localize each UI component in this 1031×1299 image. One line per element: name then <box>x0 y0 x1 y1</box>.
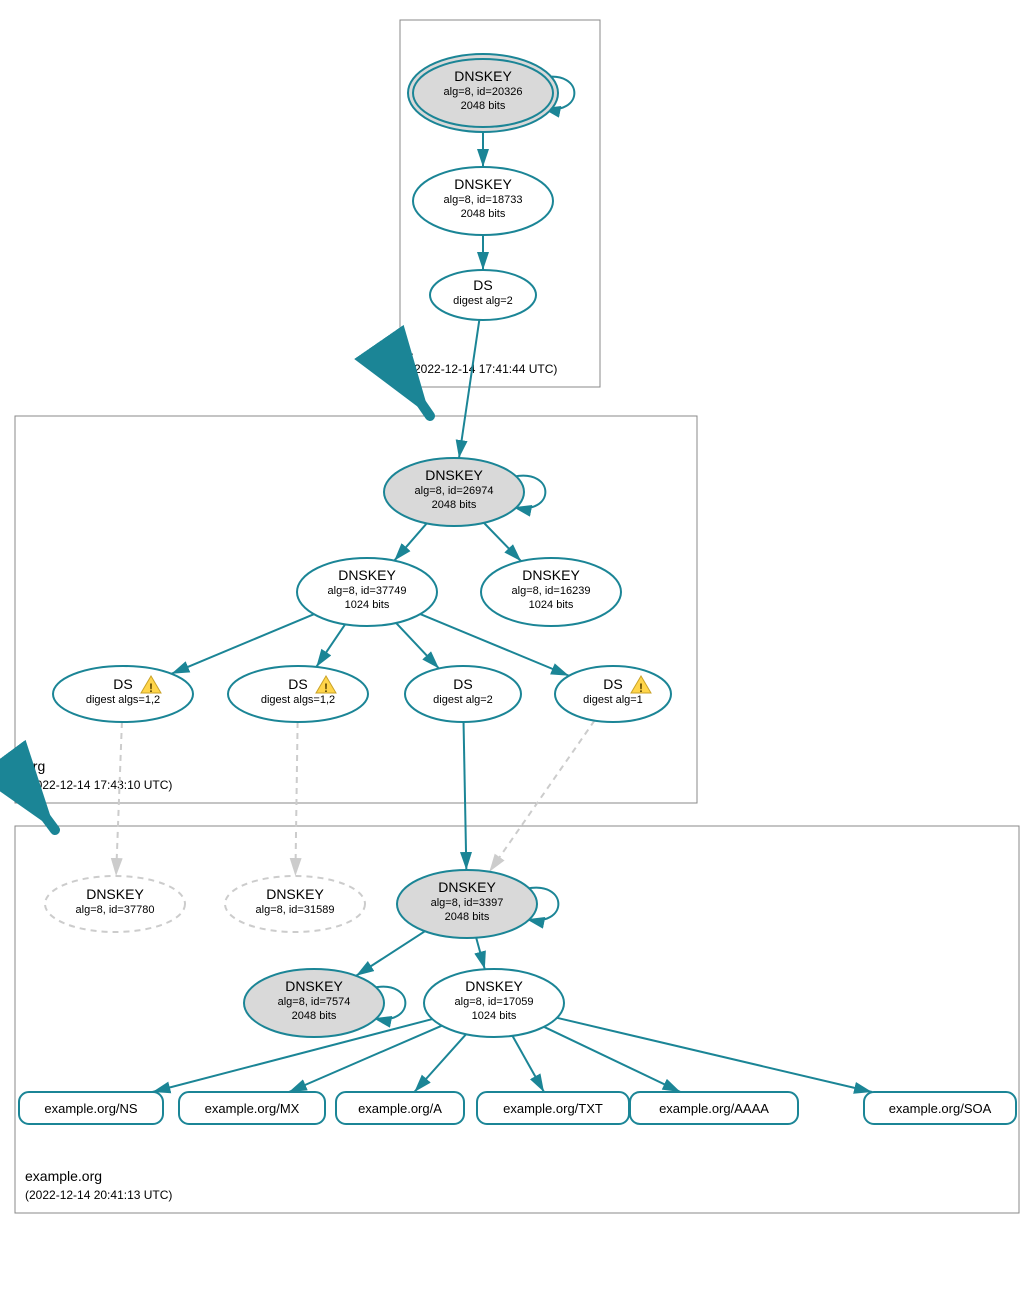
node-subtitle: 2048 bits <box>292 1010 337 1022</box>
edge <box>414 1034 466 1092</box>
node-subtitle: 1024 bits <box>472 1010 517 1022</box>
node-subtitle: 2048 bits <box>445 911 490 923</box>
node-subtitle: digest algs=1,2 <box>86 694 160 706</box>
node-org_zsk2: DNSKEY alg=8, id=16239 1024 bits <box>481 558 621 626</box>
warning-mark: ! <box>639 681 643 695</box>
node-subtitle: alg=8, id=37780 <box>76 904 155 916</box>
zone-timestamp: (2022-12-14 20:41:13 UTC) <box>25 1188 172 1202</box>
edge <box>396 623 439 669</box>
node-rr_txt: example.org/TXT <box>477 1092 629 1124</box>
node-title: DNSKEY <box>454 176 512 192</box>
node-title: DNSKEY <box>438 879 496 895</box>
zone-label: org <box>25 758 45 774</box>
node-subtitle: alg=8, id=17059 <box>455 996 534 1008</box>
edge <box>489 721 594 872</box>
node-title: DS <box>603 676 622 692</box>
node-title: DS <box>288 676 307 692</box>
node-subtitle: digest alg=2 <box>453 295 513 307</box>
node-subtitle: alg=8, id=3397 <box>431 897 504 909</box>
node-title: DNSKEY <box>425 467 483 483</box>
record-label: example.org/AAAA <box>659 1101 769 1116</box>
node-title: DNSKEY <box>285 978 343 994</box>
node-subtitle: alg=8, id=31589 <box>256 904 335 916</box>
node-title: DS <box>453 676 472 692</box>
zone-arrow <box>410 387 430 416</box>
node-title: DS <box>473 277 492 293</box>
node-ex_ksk: DNSKEY alg=8, id=3397 2048 bits <box>397 870 537 938</box>
record-label: example.org/MX <box>205 1101 300 1116</box>
node-subtitle: 1024 bits <box>345 599 390 611</box>
record-label: example.org/NS <box>44 1101 138 1116</box>
node-title: DS <box>113 676 132 692</box>
node-root_ksk: DNSKEY alg=8, id=20326 2048 bits <box>408 54 558 132</box>
node-ex_dk3: DNSKEY alg=8, id=7574 2048 bits <box>244 969 384 1037</box>
node-org_ds2: DS digest algs=1,2! <box>228 666 368 722</box>
node-rr_a: example.org/A <box>336 1092 464 1124</box>
edge <box>116 722 122 876</box>
edge <box>459 320 479 458</box>
node-title: DNSKEY <box>522 567 580 583</box>
edge <box>464 722 467 870</box>
warning-mark: ! <box>149 681 153 695</box>
node-rr_mx: example.org/MX <box>179 1092 325 1124</box>
node-title: DNSKEY <box>454 68 512 84</box>
node-subtitle: digest alg=1 <box>583 694 643 706</box>
edge <box>171 614 314 674</box>
node-title: DNSKEY <box>266 886 324 902</box>
node-rr_ns: example.org/NS <box>19 1092 163 1124</box>
node-subtitle: 1024 bits <box>529 599 574 611</box>
node-subtitle: alg=8, id=16239 <box>512 585 591 597</box>
record-label: example.org/TXT <box>503 1101 603 1116</box>
record-label: example.org/SOA <box>889 1101 992 1116</box>
zone-timestamp: (2022-12-14 17:43:10 UTC) <box>25 778 172 792</box>
edge <box>316 624 345 667</box>
edge <box>544 1027 681 1092</box>
node-subtitle: digest algs=1,2 <box>261 694 335 706</box>
zone-timestamp: (2022-12-14 17:41:44 UTC) <box>410 362 557 376</box>
edge <box>484 523 521 561</box>
zone-label: . <box>410 342 414 358</box>
node-subtitle: alg=8, id=7574 <box>278 996 351 1008</box>
warning-mark: ! <box>324 681 328 695</box>
node-rr_soa: example.org/SOA <box>864 1092 1016 1124</box>
node-ex_dk1: DNSKEY alg=8, id=37780 <box>45 876 185 932</box>
node-ex_dk2: DNSKEY alg=8, id=31589 <box>225 876 365 932</box>
node-org_zsk1: DNSKEY alg=8, id=37749 1024 bits <box>297 558 437 626</box>
node-title: DNSKEY <box>465 978 523 994</box>
node-subtitle: alg=8, id=20326 <box>444 86 523 98</box>
edge <box>295 722 297 876</box>
node-org_ds1: DS digest algs=1,2! <box>53 666 193 722</box>
node-title: DNSKEY <box>86 886 144 902</box>
dnssec-diagram: . (2022-12-14 17:41:44 UTC) org (2022-12-14… <box>0 0 1031 1299</box>
node-subtitle: alg=8, id=37749 <box>328 585 407 597</box>
node-rr_aaaa: example.org/AAAA <box>630 1092 798 1124</box>
node-org_ds3: DS digest alg=2 <box>405 666 521 722</box>
node-title: DNSKEY <box>338 567 396 583</box>
record-label: example.org/A <box>358 1101 442 1116</box>
node-subtitle: 2048 bits <box>461 208 506 220</box>
node-root_ds: DS digest alg=2 <box>430 270 536 320</box>
node-root_zsk: DNSKEY alg=8, id=18733 2048 bits <box>413 167 553 235</box>
zone-label: example.org <box>25 1168 102 1184</box>
edge <box>476 938 485 970</box>
node-subtitle: alg=8, id=18733 <box>444 194 523 206</box>
node-subtitle: 2048 bits <box>432 499 477 511</box>
node-org_ksk: DNSKEY alg=8, id=26974 2048 bits <box>384 458 524 526</box>
edge <box>394 523 427 560</box>
node-org_ds4: DS digest alg=1! <box>555 666 671 722</box>
node-ex_zsk: DNSKEY alg=8, id=17059 1024 bits <box>424 969 564 1037</box>
node-subtitle: 2048 bits <box>461 100 506 112</box>
edge <box>512 1036 544 1092</box>
node-subtitle: digest alg=2 <box>433 694 493 706</box>
node-subtitle: alg=8, id=26974 <box>415 485 494 497</box>
edge <box>356 931 425 976</box>
